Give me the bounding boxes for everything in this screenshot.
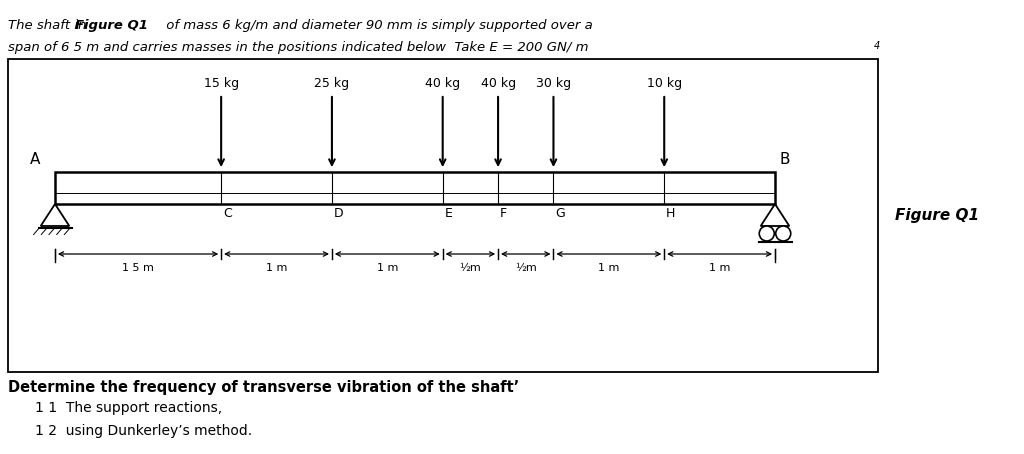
Text: 1 m: 1 m bbox=[709, 263, 730, 273]
Circle shape bbox=[759, 226, 774, 241]
Text: 10 kg: 10 kg bbox=[647, 77, 682, 90]
Text: 1 m: 1 m bbox=[377, 263, 398, 273]
Text: 40 kg: 40 kg bbox=[425, 77, 460, 90]
Text: D: D bbox=[334, 207, 343, 220]
Text: ½m: ½m bbox=[460, 263, 481, 273]
Text: ½m: ½m bbox=[515, 263, 537, 273]
Circle shape bbox=[776, 226, 791, 241]
Polygon shape bbox=[761, 204, 790, 226]
Text: 1 5 m: 1 5 m bbox=[122, 263, 154, 273]
Text: C: C bbox=[223, 207, 231, 220]
Text: H: H bbox=[667, 207, 676, 220]
Text: Figure Q1: Figure Q1 bbox=[75, 19, 148, 32]
Text: span of 6 5 m and carries masses in the positions indicated below  Take E = 200 : span of 6 5 m and carries masses in the … bbox=[8, 41, 589, 54]
Polygon shape bbox=[41, 204, 70, 226]
Text: 40 kg: 40 kg bbox=[480, 77, 516, 90]
Text: 1 1  The support reactions,: 1 1 The support reactions, bbox=[35, 401, 222, 415]
Text: 1 m: 1 m bbox=[598, 263, 620, 273]
Text: 25 kg: 25 kg bbox=[314, 77, 349, 90]
Text: The shaft in: The shaft in bbox=[8, 19, 91, 32]
Text: 1 2  using Dunkerley’s method.: 1 2 using Dunkerley’s method. bbox=[35, 424, 252, 438]
Text: Figure Q1: Figure Q1 bbox=[895, 208, 979, 223]
Text: 15 kg: 15 kg bbox=[204, 77, 239, 90]
Text: 4: 4 bbox=[874, 41, 881, 51]
Text: F: F bbox=[500, 207, 507, 220]
Text: A: A bbox=[30, 152, 40, 167]
Text: 30 kg: 30 kg bbox=[536, 77, 571, 90]
Bar bbox=[8, 59, 878, 372]
Text: of mass 6 kg/m and diameter 90 mm is simply supported over a: of mass 6 kg/m and diameter 90 mm is sim… bbox=[162, 19, 593, 32]
Text: Determine the frequency of transverse vibration of the shaftʼ: Determine the frequency of transverse vi… bbox=[8, 380, 519, 395]
Text: E: E bbox=[444, 207, 453, 220]
Bar bbox=[55, 172, 775, 204]
Text: 1 m: 1 m bbox=[266, 263, 287, 273]
Text: G: G bbox=[555, 207, 565, 220]
Text: B: B bbox=[779, 152, 791, 167]
